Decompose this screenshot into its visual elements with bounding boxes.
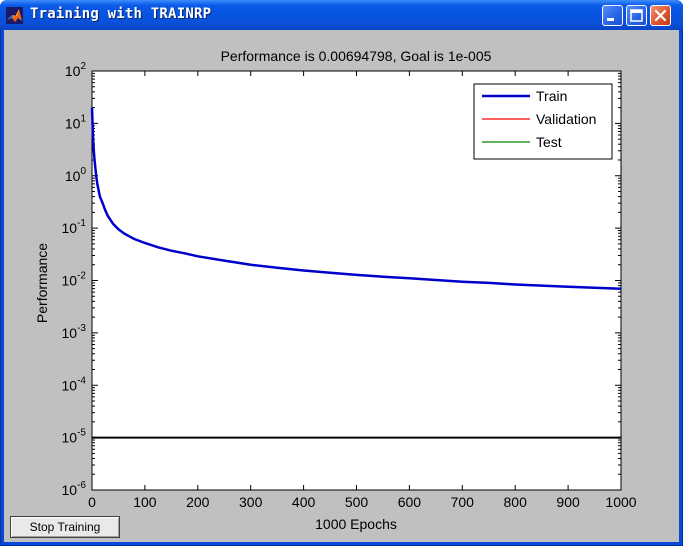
legend: Train Validation Test: [473, 83, 613, 160]
y-tick-label: 100: [65, 166, 87, 184]
x-axis-label: 1000 Epochs: [315, 516, 397, 532]
legend-label-test: Test: [536, 134, 562, 150]
y-tick-label: 10-3: [62, 323, 87, 341]
background-edge: [683, 0, 693, 548]
maximize-button[interactable]: [626, 5, 647, 26]
maximize-icon: [630, 9, 643, 22]
x-tick-label: 400: [292, 494, 316, 510]
x-tick-label: 300: [239, 494, 263, 510]
title-bar[interactable]: Training with TRAINRP: [0, 0, 683, 30]
x-tick-label: 700: [451, 494, 475, 510]
y-tick-label: 102: [65, 61, 87, 79]
series-layer: [90, 107, 622, 439]
y-tick-label: 10-4: [62, 375, 87, 393]
x-tick-label: 200: [186, 494, 210, 510]
y-tick-label: 101: [65, 113, 87, 131]
y-tick-label: 10-6: [62, 480, 87, 498]
x-tick-label: 100: [133, 494, 157, 510]
series-line-train: [90, 107, 622, 291]
y-tick-label: 10-1: [62, 218, 87, 236]
x-tick-label: 500: [345, 494, 369, 510]
y-tick-label: 10-5: [62, 428, 87, 446]
stop-training-label: Stop Training: [29, 520, 101, 534]
chart-title: Performance is 0.00694798, Goal is 1e-00…: [221, 48, 492, 64]
x-tick-label: 1000: [605, 494, 636, 510]
y-tick-label: 10-2: [62, 271, 87, 289]
figure-area: 0 100 200 300 400 500 600 700 800 900 1000 102 101 10…: [4, 30, 679, 542]
x-tick-label: 0: [88, 494, 96, 510]
matlab-logo-icon: [6, 7, 23, 24]
window-title: Training with TRAINRP: [30, 6, 212, 22]
minimize-icon: [607, 18, 614, 21]
x-tick-label: 800: [504, 494, 528, 510]
y-axis-label: Performance: [34, 243, 50, 323]
minimize-button[interactable]: [602, 5, 623, 26]
axis-ticks: 0 100 200 300 400 500 600 700 800 900 1000 102 101 10…: [62, 61, 637, 510]
legend-label-train: Train: [536, 88, 567, 104]
x-tick-label: 600: [398, 494, 422, 510]
performance-chart: 0 100 200 300 400 500 600 700 800 900 1000 102 101 10…: [34, 48, 637, 532]
stop-training-button[interactable]: Stop Training: [10, 516, 120, 538]
close-icon: [654, 9, 667, 22]
legend-label-validation: Validation: [536, 111, 596, 127]
x-tick-label: 900: [556, 494, 580, 510]
close-button[interactable]: [650, 5, 671, 26]
